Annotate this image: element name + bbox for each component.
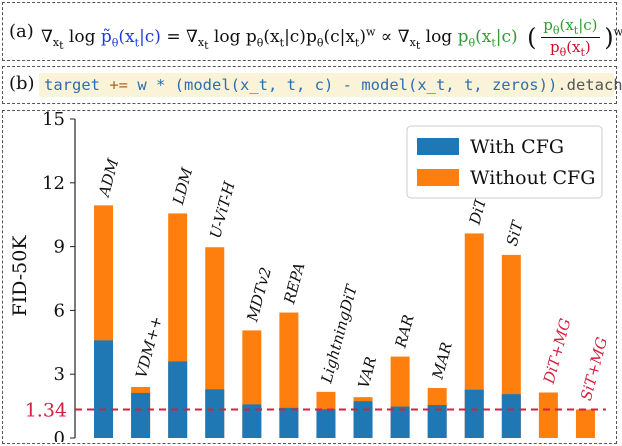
cfg-formula: ∇xt log p̃θ(xt|c) = ∇xt log pθ(xt|c)pθ(c… <box>41 16 622 59</box>
category-label: SiT <box>503 218 527 248</box>
bar-without-cfg <box>538 392 558 438</box>
bar-with-cfg <box>94 340 114 438</box>
y-tick-label: 3 <box>54 364 65 385</box>
y-axis-label: FID-50K <box>9 235 31 317</box>
y-tick-label: 15 <box>42 111 65 130</box>
bar-with-cfg <box>427 405 447 438</box>
bar-with-cfg <box>168 361 188 438</box>
category-label: VDM++ <box>132 314 166 380</box>
panel-a-formula-box: (a) ∇xt log p̃θ(xt|c) = ∇xt log pθ(xt|c)… <box>2 2 622 61</box>
category-label: VAR <box>355 355 381 391</box>
bar-with-cfg <box>316 409 336 438</box>
bar-with-cfg <box>464 389 484 438</box>
y-tick-label: 12 <box>42 173 65 194</box>
reference-line-group: 1.34 <box>25 400 606 422</box>
code-body: w * (model(x_t, t, c) - model(x_t, t, ze… <box>137 76 558 94</box>
bar-with-cfg <box>279 407 299 438</box>
bar-with-cfg <box>242 404 262 438</box>
bar-with-cfg <box>353 401 373 438</box>
bar-without-cfg <box>501 254 521 438</box>
bar-with-cfg <box>390 406 410 438</box>
category-label: LightningDiT <box>317 282 361 386</box>
y-tick-label: 9 <box>54 237 65 258</box>
bar-without-cfg <box>279 312 299 438</box>
bars <box>94 205 595 438</box>
category-label: U-ViT-H <box>206 179 239 241</box>
category-label: REPA <box>280 260 309 306</box>
bar-with-cfg <box>501 394 521 438</box>
category-label: LDM <box>169 165 196 207</box>
y-tick-label: 6 <box>54 300 65 321</box>
category-label: DiT+MG <box>540 316 575 386</box>
code-tail: .detach() <box>557 76 622 94</box>
category-label: MDTv2 <box>243 265 275 324</box>
bar-with-cfg <box>131 392 151 438</box>
reference-line-label: 1.34 <box>25 400 67 422</box>
bar-without-cfg <box>575 409 595 438</box>
formula-fraction: ( pθ(xt|c) pθ(xt) )w <box>527 16 622 59</box>
fid-bar-chart: 0 3 6 9 12 15 1.34 ADM VDM++ LDM U-ViT-H MDTv2 REP… <box>2 109 617 446</box>
category-label: ADM <box>94 156 122 200</box>
panel-a-tag: (a) <box>9 21 34 42</box>
legend-swatch <box>417 169 459 186</box>
y-tick-label: 0 <box>54 428 65 442</box>
bar-with-cfg <box>205 389 225 438</box>
legend-swatch <box>417 138 459 155</box>
formula-mid: = ∇xt log pθ(xt|c)pθ(c|xt)w ∝ ∇xt log <box>166 25 458 53</box>
category-label: SiT+MG <box>577 335 611 402</box>
bar-without-cfg <box>464 233 484 438</box>
panel-b-tag: (b) <box>9 73 35 94</box>
category-label: RAR <box>391 313 417 351</box>
panel-b-code-box: (b) target += w * (model(x_t, t, c) - mo… <box>2 66 622 104</box>
formula-lhs: ∇xt log p̃θ(xt|c) <box>41 27 161 53</box>
category-label: DiT <box>465 195 490 228</box>
y-axis-ticks: 0 3 6 9 12 15 <box>42 109 76 446</box>
category-label: MAR <box>428 340 455 382</box>
code-target: target <box>44 76 100 94</box>
code-line: target += w * (model(x_t, t, c) - model(… <box>39 73 622 97</box>
legend: With CFG Without CFG <box>406 125 603 199</box>
code-operator: += <box>109 76 129 94</box>
legend-entry: Without CFG <box>470 167 595 189</box>
legend-entry: With CFG <box>470 136 564 158</box>
formula-green-term: pθ(xt|c) <box>457 27 518 50</box>
formula-exponent: w <box>613 25 622 39</box>
